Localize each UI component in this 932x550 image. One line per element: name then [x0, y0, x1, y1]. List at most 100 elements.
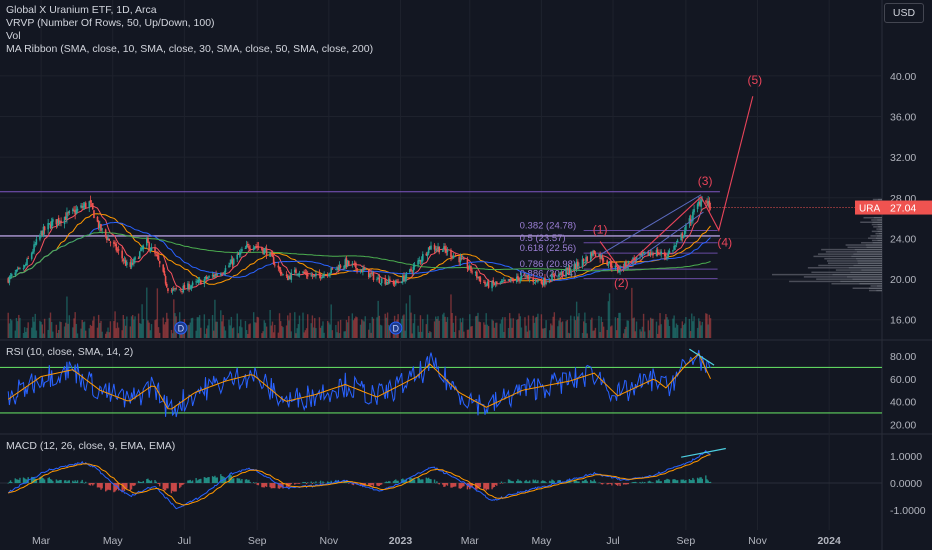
macd-histogram-bar [400, 479, 403, 484]
macd-histogram-bar [178, 483, 181, 489]
volume-bar [541, 328, 544, 338]
candle-body [322, 274, 324, 278]
volume-bar [156, 288, 159, 338]
volume-bar [116, 322, 119, 338]
volume-bar [584, 312, 586, 338]
volume-bar [224, 330, 227, 338]
candle-body [467, 268, 470, 270]
macd-histogram-bar [351, 483, 354, 485]
macd-histogram-bar [63, 480, 66, 484]
macd-histogram-bar [221, 475, 223, 484]
candle-body [262, 249, 264, 254]
macd-histogram-bar [680, 479, 682, 484]
legend-symbol-line[interactable]: Global X Uranium ETF, 1D, Arca [6, 4, 157, 16]
macd-histogram-bar [451, 483, 453, 488]
candle-body [532, 277, 534, 282]
macd-histogram-bar [80, 481, 82, 484]
currency-button[interactable]: USD [884, 3, 924, 23]
vrvp-bar [877, 239, 882, 242]
candle-body [404, 277, 406, 282]
macd-histogram-bar [41, 477, 43, 484]
macd-histogram-bar [271, 483, 274, 489]
candle-body [534, 279, 537, 282]
macd-histogram-bar [298, 483, 301, 484]
macd-histogram-bar [60, 479, 62, 484]
volume-bar [15, 317, 18, 338]
volume-bar [412, 323, 415, 338]
candle-body [384, 278, 387, 285]
candle-body [666, 257, 668, 258]
volume-bar [154, 320, 156, 338]
candle-body [567, 268, 570, 271]
vrvp-bar [850, 271, 882, 274]
macd-histogram-bar [277, 483, 280, 489]
vrvp-bar [876, 235, 882, 237]
candle-body [320, 277, 323, 279]
volume-bar [430, 332, 432, 338]
candle-body [552, 274, 554, 276]
legend-vrvp-line[interactable]: VRVP (Number Of Rows, 50, Up/Down, 100) [6, 17, 215, 29]
candle-body [121, 250, 123, 259]
legend-vol-line[interactable]: Vol [6, 30, 21, 42]
macd-histogram-bar [198, 479, 201, 484]
candle-body [237, 253, 240, 255]
candle-body [681, 233, 684, 238]
macd-histogram-bar [510, 480, 512, 484]
volume-bar [148, 322, 150, 338]
volume-bar [65, 322, 67, 338]
volume-bar [446, 317, 449, 338]
dividend-marker-icon [174, 321, 188, 335]
volume-bar [58, 329, 60, 338]
macd-histogram-bar [574, 480, 577, 484]
volume-bar [544, 328, 546, 338]
volume-bar [31, 327, 33, 338]
candle-body [436, 248, 438, 250]
macd-histogram-bar [230, 475, 233, 484]
candle-body [470, 265, 472, 272]
macd-histogram-bar [82, 482, 85, 484]
volume-bar [369, 323, 371, 338]
time-tick-label: Mar [32, 535, 51, 547]
macd-histogram-bar [7, 483, 9, 484]
macd-histogram-bar [466, 483, 469, 490]
macd-signal-line [8, 454, 711, 506]
macd-histogram-bar [534, 479, 537, 484]
volume-bar [377, 300, 379, 338]
macd-histogram-bar [96, 483, 99, 488]
candle-body [632, 257, 634, 264]
volume-bar [494, 322, 497, 338]
candle-body [463, 258, 465, 260]
macd-histogram-bar [257, 483, 260, 486]
macd-line [7, 449, 711, 510]
candle-body [252, 247, 255, 250]
candle-body [602, 260, 605, 262]
volume-bar [626, 320, 628, 338]
candle-body [76, 208, 79, 211]
rsi-legend[interactable]: RSI (10, close, SMA, 14, 2) [6, 346, 134, 358]
volume-bar [281, 325, 283, 338]
macd-histogram-bar [607, 483, 610, 485]
candle-body [573, 264, 576, 270]
macd-histogram-bar [622, 483, 625, 485]
volume-bar [89, 324, 92, 338]
macd-histogram-bar [591, 481, 593, 484]
volume-bar [586, 333, 588, 338]
macd-histogram-bar [164, 483, 167, 491]
volume-bar [247, 333, 249, 338]
volume-bar [462, 317, 464, 338]
volume-bar [507, 328, 510, 338]
volume-bar [33, 321, 35, 338]
macd-histogram-bar [47, 478, 49, 484]
time-tick-label: May [103, 535, 124, 547]
macd-legend[interactable]: MACD (12, 26, close, 9, EMA, EMA) [6, 440, 176, 452]
volume-bar [425, 324, 428, 338]
legend-ma-ribbon-line[interactable]: MA Ribbon (SMA, close, 10, SMA, close, 3… [6, 43, 374, 55]
volume-bar [689, 331, 692, 338]
volume-bar [503, 331, 505, 338]
candle-body [668, 251, 671, 253]
macd-histogram-bar [578, 481, 580, 484]
macd-histogram-bar [368, 483, 370, 486]
macd-histogram-bar [640, 482, 642, 484]
candle-body [290, 272, 293, 280]
